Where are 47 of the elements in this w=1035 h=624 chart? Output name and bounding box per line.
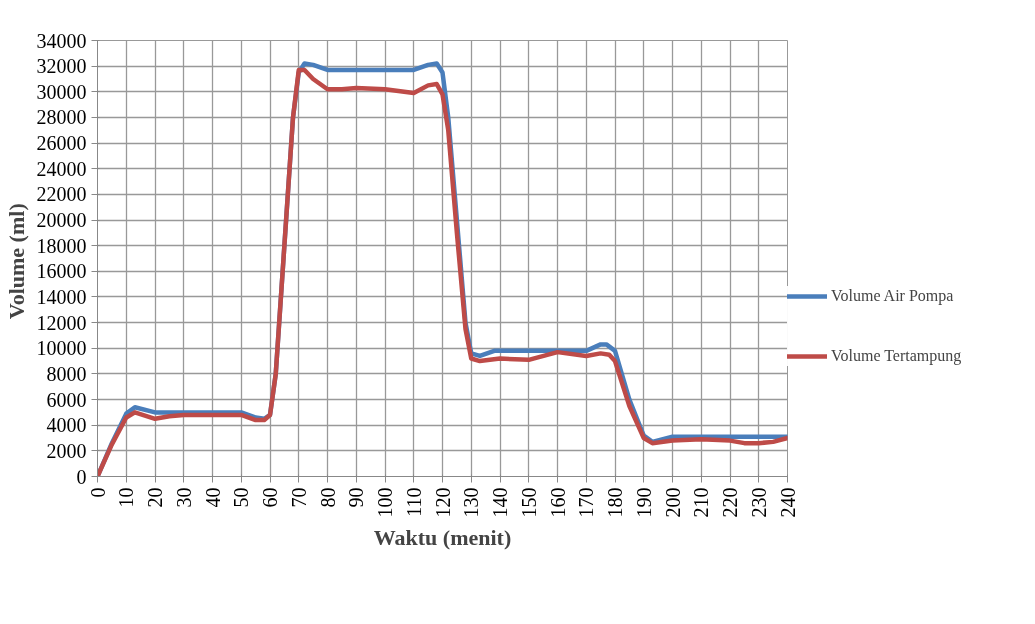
y-tick-label: 0 (76, 465, 87, 488)
x-tick-label: 100 (374, 487, 396, 518)
x-tick-label: 80 (316, 487, 339, 508)
y-tick-label: 6000 (46, 388, 87, 411)
x-tick-label: 20 (144, 487, 166, 508)
x-tick-label: 230 (747, 487, 770, 518)
y-tick-label: 2000 (46, 439, 87, 462)
x-tick-label: 120 (431, 487, 454, 518)
y-tick-label: 20000 (36, 209, 87, 232)
y-tick-label: 30000 (36, 80, 87, 103)
x-tick-label: 150 (517, 487, 540, 518)
y-tick-label: 22000 (36, 183, 87, 206)
y-tick-label: 18000 (36, 234, 87, 257)
y-tick-label: 10000 (36, 337, 87, 360)
x-tick-label: 30 (172, 487, 195, 508)
x-tick-label: 50 (230, 487, 253, 508)
y-tick-label: 12000 (36, 311, 87, 334)
x-tick-label: 70 (287, 487, 310, 508)
x-tick-label: 10 (115, 487, 138, 508)
y-tick-label: 26000 (36, 132, 87, 155)
x-tick-label: 200 (661, 487, 684, 518)
x-tick-label: 60 (259, 487, 281, 508)
y-tick-label: 28000 (36, 106, 87, 129)
x-tick-label: 160 (546, 487, 569, 518)
x-tick-label: 0 (86, 487, 109, 498)
y-tick-label: 24000 (36, 157, 87, 180)
x-tick-label: 180 (604, 487, 626, 518)
x-tick-label: 140 (489, 487, 511, 518)
legend-label: Volume Tertampung (831, 347, 962, 365)
legend-label: Volume Air Pompa (831, 287, 954, 305)
x-tick-label: 220 (719, 487, 741, 518)
x-tick-label: 190 (632, 487, 655, 518)
x-tick-label: 170 (575, 487, 598, 518)
y-axis-title: Volume (ml) (3, 203, 29, 320)
y-tick-label: 8000 (46, 362, 87, 385)
x-axis-title: Waktu (menit) (373, 525, 512, 551)
x-tick-label: 40 (201, 487, 224, 508)
y-tick-label: 32000 (36, 55, 87, 78)
y-tick-label: 34000 (36, 29, 87, 52)
y-tick-label: 14000 (36, 285, 87, 308)
x-tick-label: 110 (402, 487, 425, 517)
x-tick-label: 130 (460, 487, 483, 518)
x-tick-label: 90 (345, 487, 368, 508)
x-tick-label: 240 (776, 487, 799, 518)
x-tick-label: 210 (690, 487, 713, 518)
y-tick-label: 16000 (36, 260, 87, 283)
y-tick-label: 4000 (46, 414, 87, 437)
